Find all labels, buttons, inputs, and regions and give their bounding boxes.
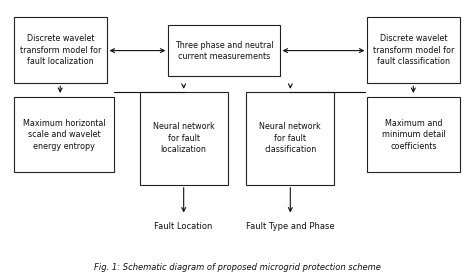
Bar	[14, 17, 107, 83]
Text: Fig. 1: Schematic diagram of proposed microgrid protection scheme: Fig. 1: Schematic diagram of proposed mi…	[93, 264, 381, 272]
Text: Neural network
for fault
localization: Neural network for fault localization	[153, 122, 215, 154]
Bar	[168, 25, 280, 76]
Text: Fault Location: Fault Location	[155, 222, 213, 231]
Bar	[140, 92, 228, 185]
Text: Maximum and
minimum detail
coefficients: Maximum and minimum detail coefficients	[382, 119, 446, 151]
Text: Maximum horizontal
scale and wavelet
energy entropy: Maximum horizontal scale and wavelet ene…	[23, 119, 105, 151]
Text: Discrete wavelet
transform model for
fault localization: Discrete wavelet transform model for fau…	[20, 34, 101, 66]
Text: Three phase and neutral
current measurements: Three phase and neutral current measurem…	[174, 41, 273, 61]
Bar	[14, 97, 114, 172]
Bar	[367, 97, 460, 172]
Bar	[246, 92, 334, 185]
Text: Fault Type and Phase: Fault Type and Phase	[246, 222, 335, 231]
Bar	[367, 17, 460, 83]
Text: Neural network
for fault
classification: Neural network for fault classification	[259, 122, 321, 154]
Text: Discrete wavelet
transform model for
fault classification: Discrete wavelet transform model for fau…	[373, 34, 454, 66]
